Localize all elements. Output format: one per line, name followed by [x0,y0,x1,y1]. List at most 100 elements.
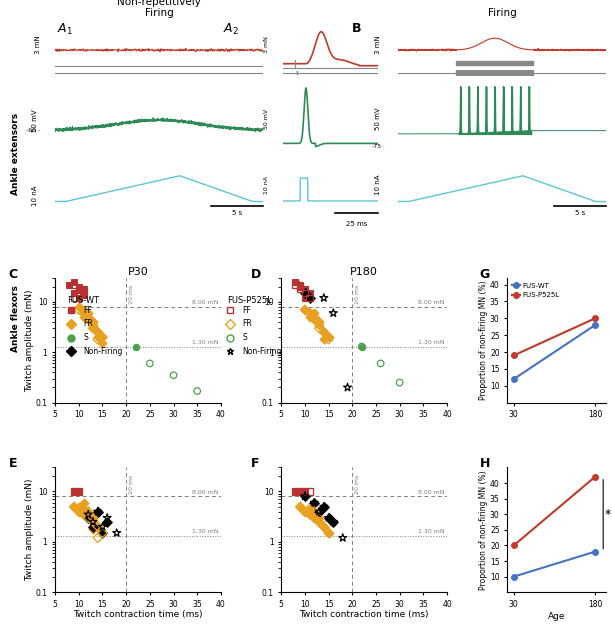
Point [310,513,319,523]
Text: 1.30 mN: 1.30 mN [418,529,445,534]
Point [88,517,98,527]
Point [310,507,319,517]
Point [93,327,103,337]
Point [329,517,338,527]
Point [319,327,329,337]
Text: 50 mV: 50 mV [264,109,269,129]
Point [97,332,107,342]
Text: -60 -: -60 - [26,128,40,133]
Legend: FUS-WT, FUS-P525L: FUS-WT, FUS-P525L [511,282,561,300]
Point [324,513,334,523]
Point [319,522,329,532]
Text: 10 nA: 10 nA [32,185,39,206]
Point [88,513,98,523]
Point [78,284,88,294]
Point [88,317,98,327]
Text: FR: FR [242,319,252,328]
Point [305,510,315,520]
Text: FR: FR [83,319,93,328]
Point [310,498,319,508]
Point [74,302,84,312]
Point [88,317,98,327]
Point [93,507,103,517]
Point [74,486,84,496]
Text: G: G [480,268,490,281]
Point [78,308,88,318]
Point [310,314,319,324]
Point [74,293,84,303]
Text: FUS-WT: FUS-WT [67,295,100,304]
Point [88,524,98,534]
Point [305,504,315,514]
Point [93,522,103,532]
Point [78,308,88,318]
Text: $A_2$: $A_2$ [223,22,239,37]
Point [314,317,324,327]
Point [343,382,353,392]
Point [300,284,310,294]
Text: *: * [605,508,611,521]
Point [83,308,93,318]
Text: S: S [83,333,88,342]
Y-axis label: Proportion of non-firing MN (%): Proportion of non-firing MN (%) [479,470,488,590]
Point [300,288,310,298]
Text: 20 ms: 20 ms [129,474,133,493]
Point [83,314,93,324]
Point [395,377,405,387]
Point [78,312,88,322]
Point [295,282,305,292]
Point [300,491,310,501]
Text: 5 s: 5 s [575,210,585,216]
Point [305,293,315,303]
Point [319,522,329,532]
Point [83,513,93,523]
Point [69,280,79,290]
Point [338,533,348,543]
Text: C: C [9,268,18,281]
Y-axis label: Twitch amplitude (mN): Twitch amplitude (mN) [25,289,34,391]
Point [300,305,310,315]
Point [324,513,334,523]
Point [102,513,112,523]
Point [310,314,319,324]
Point [300,305,310,315]
Text: Ankle extensors: Ankle extensors [11,113,20,195]
Text: F: F [252,457,260,471]
Title: Firing: Firing [488,8,517,18]
Point [169,370,179,381]
Point [74,486,84,496]
Point [83,312,93,322]
Point [324,528,334,538]
Text: FF: FF [242,306,252,314]
Point [131,341,141,352]
Point [319,501,329,512]
Point [295,486,305,496]
Point [319,335,329,345]
Point [314,317,324,327]
Point [305,504,315,514]
Point [78,498,88,508]
Point [291,277,300,287]
Title: P180: P180 [350,267,378,277]
Point [74,282,84,292]
Point [295,282,305,292]
Point [295,284,305,294]
Text: FUS-P525L: FUS-P525L [226,295,272,304]
Point [74,285,84,295]
Point [329,517,338,527]
Point [329,308,338,318]
Point [310,507,319,517]
Text: 8.00 mN: 8.00 mN [418,490,445,495]
Point [69,288,79,298]
Y-axis label: Proportion of non-firing MN (%): Proportion of non-firing MN (%) [479,280,488,400]
Point [305,486,315,496]
Text: 3 mN: 3 mN [34,35,40,54]
X-axis label: Twitch contraction time (ms): Twitch contraction time (ms) [73,610,203,619]
Point [88,517,98,527]
Point [300,491,310,501]
Text: 8.00 mN: 8.00 mN [418,300,445,305]
Point [314,513,324,523]
Point [69,501,79,512]
Text: 1.30 mN: 1.30 mN [192,529,218,534]
Point [78,288,88,298]
